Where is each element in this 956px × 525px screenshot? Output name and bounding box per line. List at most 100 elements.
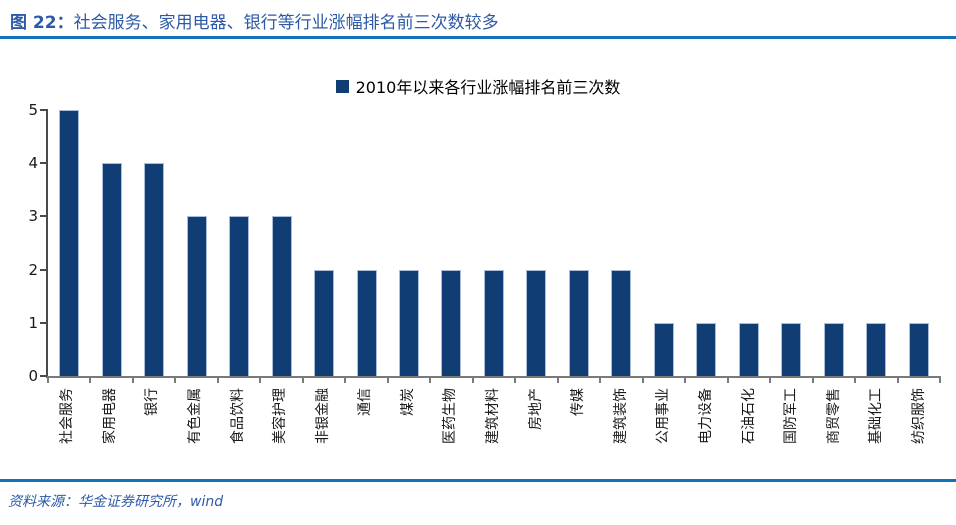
x-label-cell: 社会服务	[46, 384, 89, 480]
x-label-cell: 医药生物	[429, 384, 472, 480]
bar	[441, 269, 462, 376]
x-tick-mark	[854, 376, 857, 383]
y-tick-mark	[40, 375, 48, 377]
bar	[781, 322, 802, 376]
x-tick-mark	[259, 376, 262, 383]
x-tick-mark	[556, 376, 559, 383]
bar-cell	[473, 110, 515, 376]
bar-cell	[643, 110, 685, 376]
x-tick-label: 传媒	[570, 388, 587, 416]
bar	[908, 322, 929, 376]
x-label-cell: 电力设备	[685, 384, 728, 480]
x-tick-label: 国防军工	[783, 388, 800, 444]
bar-cell	[728, 110, 770, 376]
bar	[186, 216, 207, 376]
x-label-cell: 建筑材料	[472, 384, 515, 480]
legend-label: 2010年以来各行业涨幅排名前三次数	[355, 78, 621, 97]
x-label-cell: 家用电器	[89, 384, 132, 480]
bar-cell	[430, 110, 472, 376]
y-tick-mark	[40, 321, 48, 324]
bar-cell	[133, 110, 175, 376]
plot-area: 0 1 2 3 4 5	[28, 101, 941, 385]
y-tick-label: 4	[28, 154, 38, 173]
x-tick-label: 建筑装饰	[612, 388, 629, 444]
x-label-cell: 非银金融	[301, 384, 344, 480]
x-tick-label: 美容护理	[272, 388, 289, 444]
bar-cell	[260, 110, 302, 376]
bar	[229, 216, 250, 376]
bar	[696, 322, 717, 376]
bar	[611, 269, 632, 376]
y-tick-label: 5	[28, 101, 38, 119]
bar-cell	[48, 110, 90, 376]
x-tick-label: 基础化工	[868, 388, 885, 444]
figure-title-text: 社会服务、家用电器、银行等行业涨幅排名前三次数较多	[73, 13, 499, 33]
x-label-cell: 国防军工	[770, 384, 813, 480]
x-tick-mark	[769, 376, 772, 383]
x-tick-mark	[131, 376, 134, 383]
x-tick-mark	[301, 376, 304, 383]
x-label-cell: 石油石化	[727, 384, 770, 480]
x-label-cell: 食品饮料	[216, 384, 259, 480]
x-label-cell: 房地产	[514, 384, 557, 480]
bar-cell	[770, 110, 812, 376]
x-label-cell: 传媒	[557, 384, 600, 480]
x-tick-mark	[684, 376, 687, 383]
legend-swatch-icon	[335, 79, 349, 93]
x-tick-label: 银行	[144, 388, 161, 416]
y-tick-label: 2	[28, 260, 38, 279]
bars-row	[48, 110, 940, 376]
bar	[101, 163, 122, 376]
x-tick-mark	[174, 376, 177, 383]
y-tick-label: 0	[28, 367, 38, 385]
x-tick-label: 煤炭	[399, 388, 416, 416]
x-tick-label: 商贸零售	[825, 388, 842, 444]
bar	[526, 269, 547, 376]
x-label-cell: 煤炭	[387, 384, 430, 480]
x-tick-mark	[89, 376, 92, 383]
bar	[271, 216, 292, 376]
bar-cell	[812, 110, 854, 376]
bar	[653, 322, 674, 376]
x-label-cell: 公用事业	[642, 384, 685, 480]
bar-cell	[855, 110, 897, 376]
x-tick-mark	[386, 376, 389, 383]
y-tick-mark	[40, 162, 48, 165]
footer-divider-line	[0, 479, 956, 482]
bar	[144, 163, 165, 376]
x-label-cell: 建筑装饰	[600, 384, 643, 480]
source-note: 资料来源：华金证券研究所，wind	[8, 494, 224, 510]
x-label-cell: 通信	[344, 384, 387, 480]
bar-cell	[175, 110, 217, 376]
x-tick-label: 社会服务	[59, 388, 76, 444]
bar-cell	[345, 110, 387, 376]
x-tick-mark	[344, 376, 347, 383]
x-tick-label: 医药生物	[442, 388, 459, 444]
y-tick-mark	[40, 215, 48, 218]
x-tick-label: 石油石化	[740, 388, 757, 444]
x-tick-mark	[896, 376, 899, 383]
bar	[866, 322, 887, 376]
bar	[568, 269, 589, 376]
x-label-cell: 银行	[131, 384, 174, 480]
y-tick-label: 3	[28, 207, 38, 226]
y-tick-mark	[40, 268, 48, 271]
bar	[823, 322, 844, 376]
x-tick-mark	[811, 376, 814, 383]
x-tick-label: 建筑材料	[485, 388, 502, 444]
x-tick-mark	[939, 376, 941, 383]
x-tick-mark	[514, 376, 517, 383]
x-label-cell: 纺织服饰	[898, 384, 941, 480]
x-tick-mark	[599, 376, 602, 383]
bar-cell	[388, 110, 430, 376]
x-tick-label: 电力设备	[697, 388, 714, 444]
x-labels-row: 社会服务 家用电器 银行 有色金属 食品饮料 美容护理 非银金融 通信 煤炭 医药生物 建筑材料 房地…	[46, 384, 940, 480]
x-tick-mark	[216, 376, 219, 383]
bar	[356, 269, 377, 376]
x-label-cell: 有色金属	[174, 384, 217, 480]
x-tick-mark	[471, 376, 474, 383]
x-tick-label: 纺织服饰	[910, 388, 927, 444]
bar	[483, 269, 504, 376]
x-tick-label: 通信	[357, 388, 374, 416]
bar-cell	[90, 110, 132, 376]
